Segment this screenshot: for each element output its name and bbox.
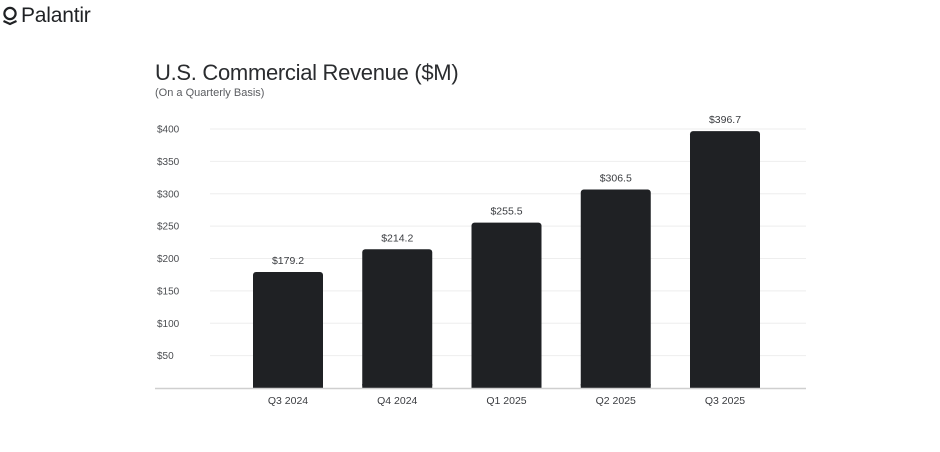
y-tick-label: $350: [157, 157, 180, 168]
bar-base: [580, 384, 651, 388]
y-axis-ticks: $50 $100 $150 $200 $250 $300 $350 $400: [157, 125, 180, 363]
x-tick-label: Q4 2024: [377, 395, 417, 407]
x-tick-label: Q1 2025: [486, 395, 526, 407]
y-tick-label: $50: [157, 351, 174, 362]
data-label: $179.2: [272, 255, 304, 267]
y-tick-label: $250: [157, 222, 180, 233]
y-tick-label: $400: [157, 125, 180, 136]
bar: [690, 131, 760, 388]
bar-base: [690, 384, 760, 388]
palantir-logo: Palantir: [2, 4, 91, 28]
bar: [471, 222, 542, 388]
palantir-logo-icon: [3, 6, 17, 26]
bar-base: [253, 384, 323, 388]
data-label: $255.5: [490, 206, 522, 218]
data-label: $306.5: [600, 173, 632, 185]
y-tick-label: $100: [157, 319, 180, 330]
bar-base: [362, 384, 433, 388]
bar: [362, 249, 433, 388]
x-tick-label: Q2 2025: [596, 395, 636, 407]
x-axis-ticks: Q3 2024 Q4 2024 Q1 2025 Q2 2025 Q3 2025: [268, 395, 745, 407]
brand-name: Palantir: [21, 4, 91, 27]
data-label: $214.2: [381, 232, 413, 244]
y-tick-label: $200: [157, 254, 180, 265]
bars: [253, 131, 760, 388]
bar-base: [471, 384, 542, 388]
data-label: $396.7: [709, 114, 741, 126]
x-tick-label: Q3 2024: [268, 395, 308, 407]
y-tick-label: $150: [157, 286, 180, 297]
chart-subtitle: (On a Quarterly Basis): [155, 87, 265, 99]
data-labels: $179.2 $214.2 $255.5 $306.5 $396.7: [272, 114, 741, 267]
chart-title: U.S. Commercial Revenue ($M): [155, 60, 459, 85]
bar: [253, 271, 323, 388]
x-tick-label: Q3 2025: [705, 395, 745, 407]
y-tick-label: $300: [157, 189, 180, 200]
bar: [580, 189, 651, 388]
